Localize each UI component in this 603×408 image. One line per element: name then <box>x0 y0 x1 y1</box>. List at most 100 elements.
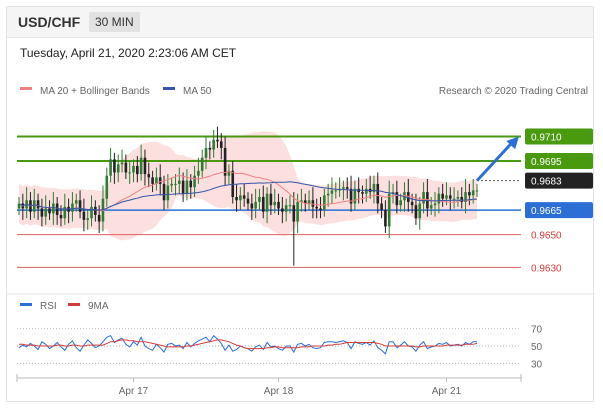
candle-body <box>471 190 475 196</box>
candle-body <box>342 187 345 189</box>
candle-body <box>185 180 189 194</box>
timeframe-badge[interactable]: 30 MIN <box>89 12 140 32</box>
candle-body <box>94 206 97 215</box>
candle-body <box>200 157 204 171</box>
bollinger-band <box>19 131 477 241</box>
candle-body <box>414 205 418 219</box>
candle-body <box>128 172 131 174</box>
candle-body <box>132 165 135 173</box>
ma20-legend-label: MA 20 + Bollinger Bands <box>40 86 150 97</box>
rsi-tick-label: 70 <box>531 325 543 336</box>
ma9-legend-swatch <box>68 303 80 306</box>
source-credit: Research © 2020 Trading Central <box>439 86 588 97</box>
candle-body <box>265 193 269 212</box>
candle-body <box>441 193 444 199</box>
candle-body <box>151 177 154 184</box>
candle-body <box>399 200 402 206</box>
candle-body <box>445 195 448 199</box>
candle-body <box>219 141 223 148</box>
level-tag-0.9665 <box>525 202 593 219</box>
candle-body <box>433 203 437 206</box>
candle-body <box>284 205 288 212</box>
candle-body <box>330 190 334 194</box>
candle-body <box>40 208 44 217</box>
candle-body <box>181 180 185 194</box>
candle-body <box>410 201 414 206</box>
candle-body <box>468 192 471 196</box>
candle-body <box>372 183 376 193</box>
forecast-arrow <box>475 136 519 182</box>
candle-body <box>44 208 48 217</box>
candle-body <box>437 193 441 204</box>
candle-body <box>353 188 357 204</box>
candle-body <box>116 164 120 173</box>
candle-body <box>235 197 238 201</box>
candle-body <box>376 183 380 204</box>
candle-body <box>334 190 338 192</box>
ma50-legend-label: MA 50 <box>183 86 212 97</box>
level-label-0.9710: 0.9710 <box>531 132 562 143</box>
candle-body <box>204 147 208 158</box>
candle-body <box>166 185 170 201</box>
candle-body <box>311 200 315 207</box>
candle-body <box>178 180 181 184</box>
price-labels: 0.9710 0.9695 0.9683 0.9665 0.9650 0.9630 <box>525 128 593 274</box>
candle-body <box>216 139 219 142</box>
level-label-0.9665: 0.9665 <box>531 206 562 217</box>
candle-body <box>307 200 311 204</box>
candle-body <box>254 201 257 209</box>
candle-body <box>162 183 166 201</box>
candle-body <box>345 187 349 189</box>
candle-body <box>48 208 51 214</box>
candle-body <box>422 192 425 204</box>
candle-body <box>63 206 67 219</box>
candle-body <box>361 192 364 194</box>
rsi-panel: 70 50 30 <box>17 325 543 370</box>
candle-body <box>74 200 78 204</box>
candle-body <box>250 203 254 209</box>
ma20-legend-swatch <box>20 87 32 90</box>
candle-body <box>387 193 391 227</box>
chart-widget: USD/CHF 30 MIN Tuesday, April 21, 2020 2… <box>6 6 595 402</box>
timestamp: Tuesday, April 21, 2020 2:23:06 AM CET <box>20 46 237 60</box>
candle-body <box>242 195 246 199</box>
candle-body <box>170 183 173 186</box>
candle-body <box>349 188 353 204</box>
candle-body <box>55 203 59 215</box>
level-label-0.9695: 0.9695 <box>531 157 562 168</box>
candle-body <box>109 159 112 176</box>
candle-body <box>52 203 55 214</box>
ma50-line <box>18 181 478 211</box>
candle-body <box>155 177 158 184</box>
candle-body <box>258 197 261 202</box>
candle-body <box>288 205 292 207</box>
candle-body <box>227 170 231 176</box>
bollinger-band-area <box>19 131 477 241</box>
candle-body <box>189 180 193 188</box>
candle-body <box>36 200 40 209</box>
forecast-arrow-shaft <box>475 138 517 182</box>
candle-body <box>261 197 265 212</box>
x-tick-label: Apr 21 <box>432 386 462 397</box>
candle-body <box>407 192 410 202</box>
candle-body <box>113 159 116 173</box>
candle-body <box>273 201 277 206</box>
rsi-legend-label: RSI <box>40 301 57 312</box>
level-tag-0.9683 <box>525 172 593 189</box>
x-tick-label: Apr 17 <box>119 386 149 397</box>
candle-body <box>391 192 395 194</box>
candle-body <box>246 198 250 204</box>
candle-body <box>326 193 330 196</box>
candle-body <box>147 174 151 178</box>
ma50-legend-swatch <box>163 87 175 90</box>
9ma-line <box>19 339 478 350</box>
candle-body <box>124 162 128 173</box>
candle-body <box>315 206 318 209</box>
level-tag-0.9695 <box>525 153 593 169</box>
candle-body <box>136 165 139 175</box>
candle-body <box>97 215 101 222</box>
candle-body <box>384 210 387 227</box>
candle-body <box>296 201 299 222</box>
level-label-0.9630: 0.9630 <box>531 263 562 274</box>
candle-body <box>59 215 63 219</box>
